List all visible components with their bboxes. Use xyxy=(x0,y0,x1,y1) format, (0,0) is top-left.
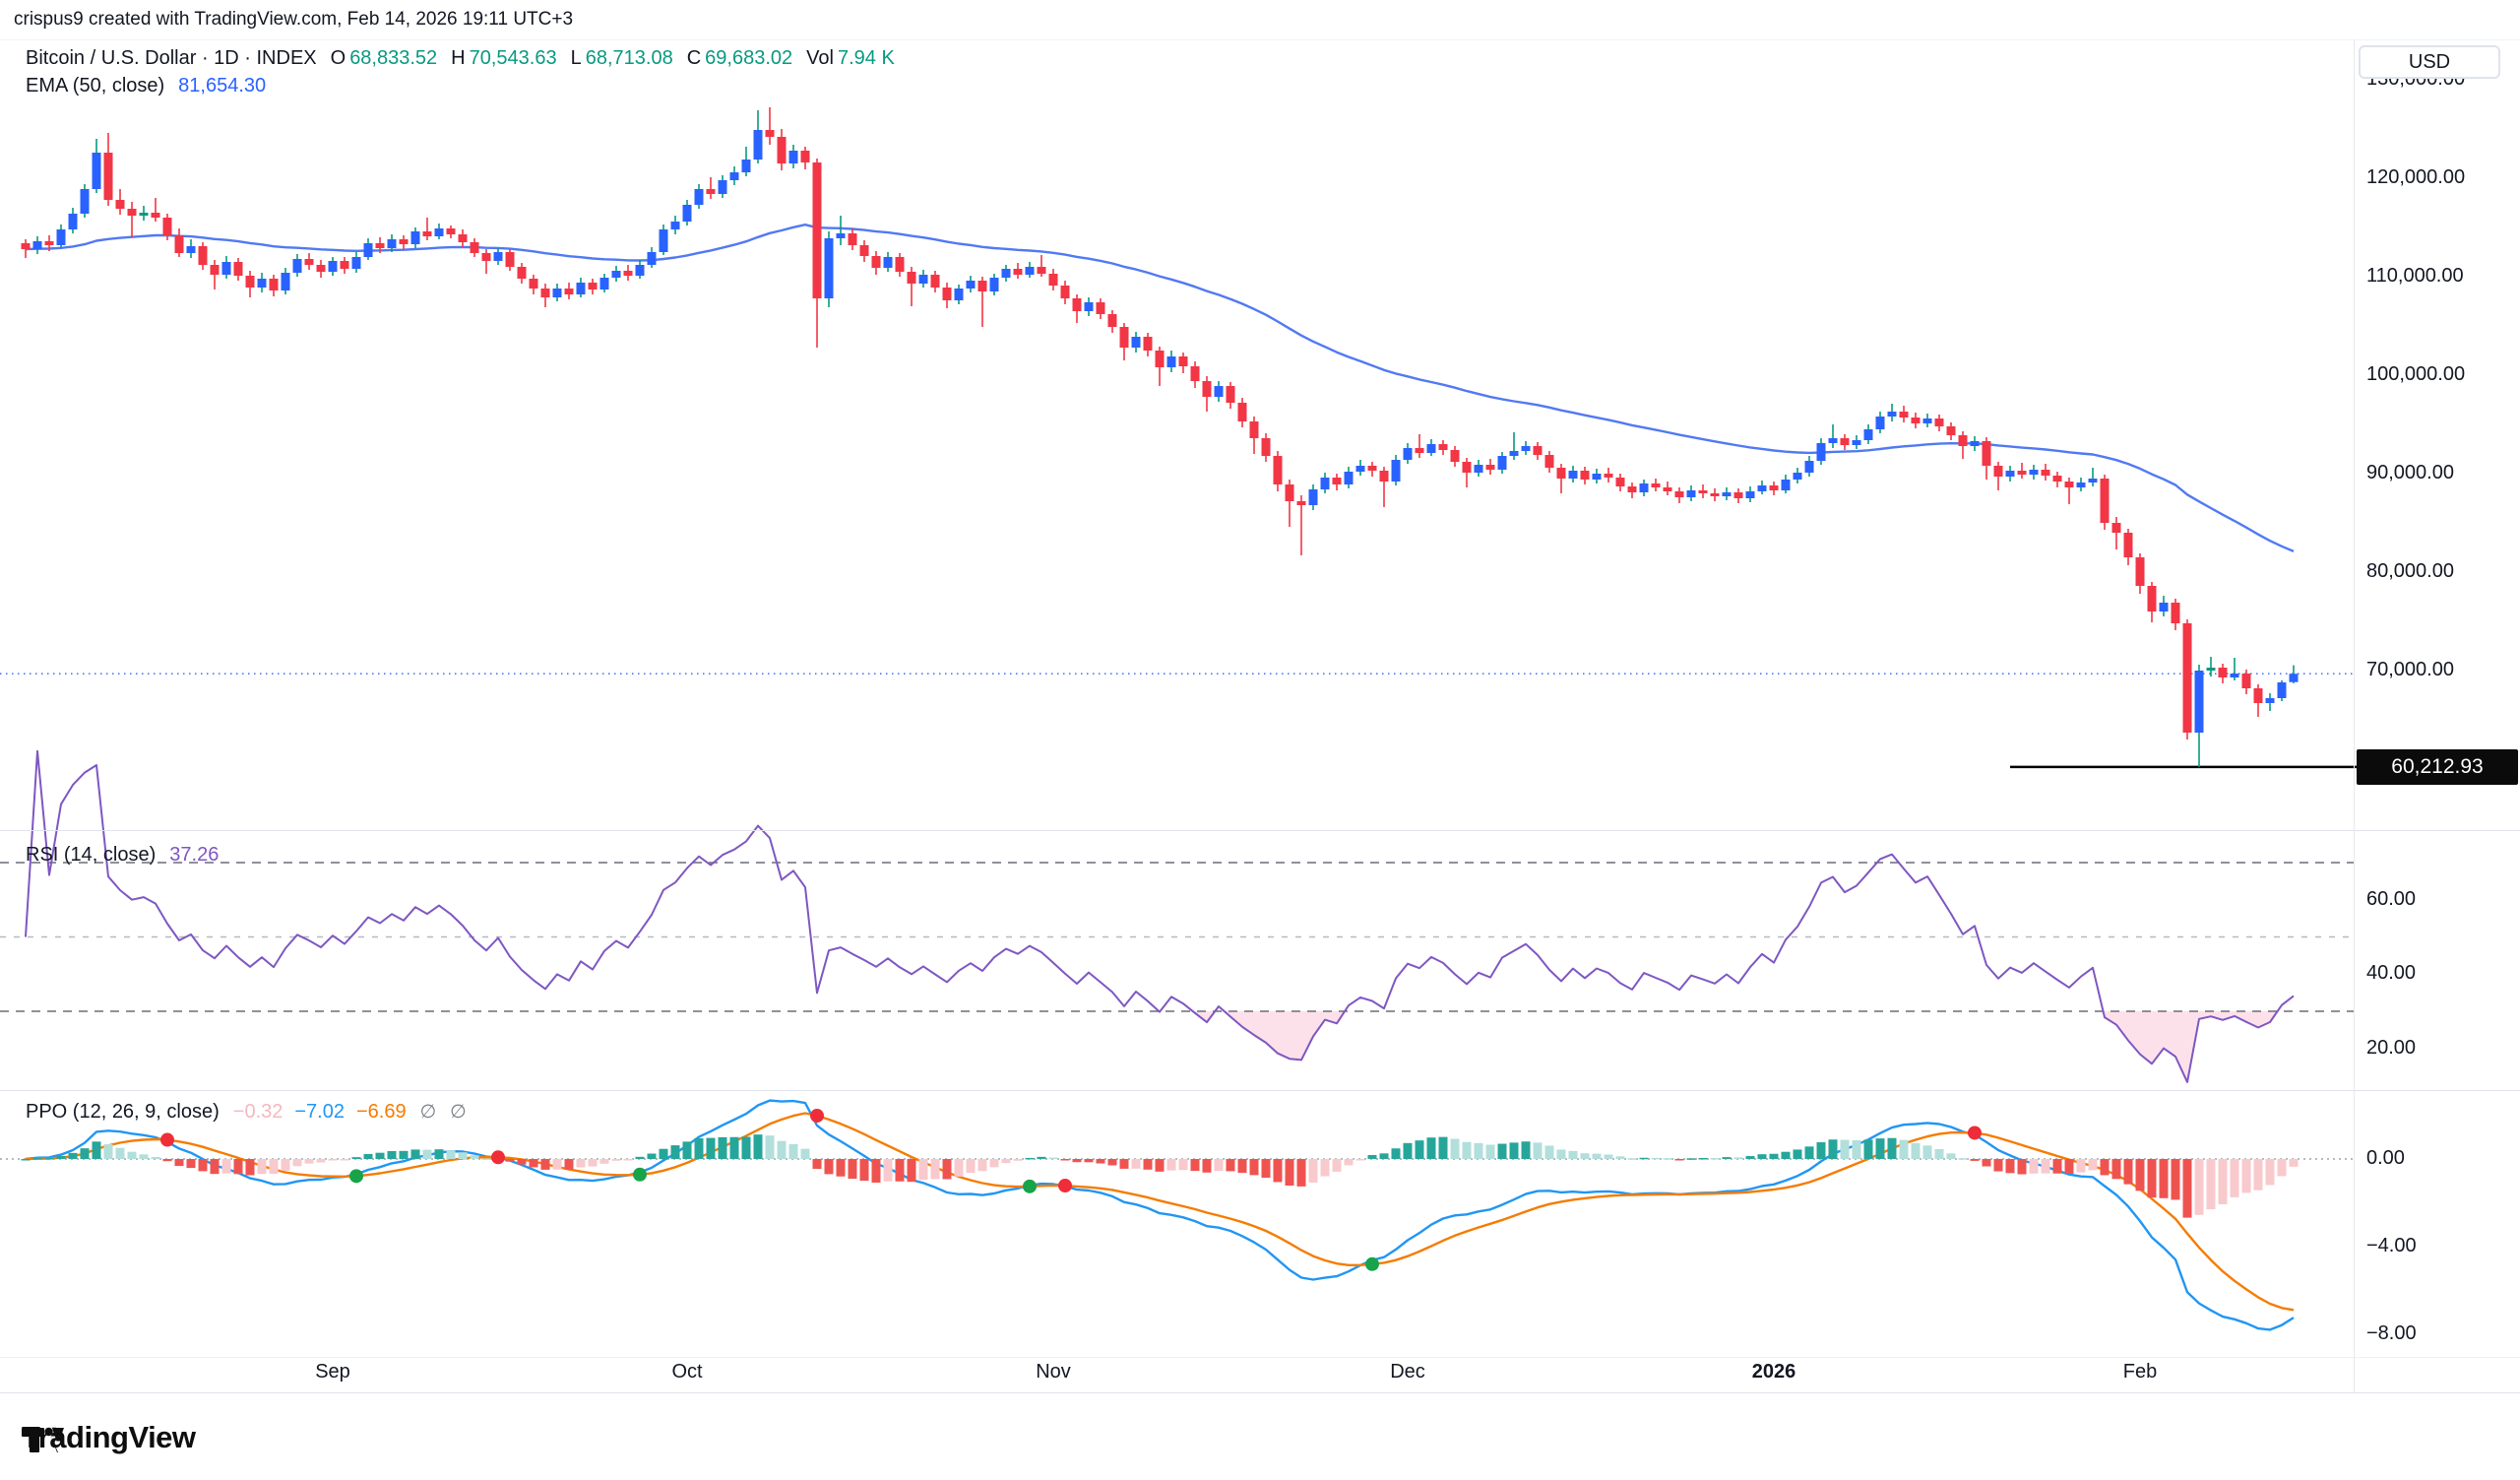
price-axis-separator xyxy=(2354,39,2355,1392)
ohlc-item: O 68,833.52 xyxy=(330,47,438,69)
empty-circle-icon: ∅ xyxy=(419,1102,437,1123)
tradingview-logo-text: TradingView xyxy=(22,1420,196,1454)
rsi-value: 37.26 xyxy=(169,844,220,866)
currency-toggle-button[interactable]: USD xyxy=(2359,45,2500,79)
ppo-cross-dots xyxy=(160,1109,1982,1271)
ppo-tick-label: −8.00 xyxy=(2366,1322,2417,1345)
empty-circle-icon: ∅ xyxy=(450,1102,467,1123)
pane-separator[interactable] xyxy=(0,830,2520,831)
ppo-values: −0.32 −7.02 −6.69 xyxy=(233,1101,407,1124)
tradingview-logo-icon xyxy=(22,1427,64,1452)
ema-value: 81,654.30 xyxy=(178,75,267,97)
rsi-label: RSI (14, close) xyxy=(26,844,157,866)
ppo-legend: PPO (12, 26, 9, close) −0.32 −7.02 −6.69 ∅… xyxy=(26,1101,467,1124)
rsi-pane xyxy=(0,749,2355,1083)
ppo-line xyxy=(25,1099,2295,1331)
bearish-cross-dot xyxy=(491,1150,505,1165)
price-tick-label: 80,000.00 xyxy=(2366,560,2454,582)
pane-separator xyxy=(0,1357,2520,1358)
pane-separator[interactable] xyxy=(0,1090,2520,1091)
candlestick-layer xyxy=(21,107,2299,767)
ema-line xyxy=(25,224,2295,553)
ppo-pane xyxy=(0,1099,2355,1331)
time-tick-label: Nov xyxy=(1036,1361,1071,1383)
ohlc-item: C 69,683.02 xyxy=(686,47,793,69)
rsi-oversold-fill xyxy=(2103,1011,2278,1082)
rsi-oversold-fill xyxy=(1192,1011,1216,1023)
rsi-line xyxy=(25,749,2295,1083)
price-tick-label: 100,000.00 xyxy=(2366,363,2466,385)
ppo-histogram xyxy=(21,1134,2299,1218)
time-tick-label: 2026 xyxy=(1751,1361,1796,1383)
rsi-oversold-fill xyxy=(1224,1011,1346,1061)
ohlc-values: O 68,833.52 H 70,543.63 L 68,713.08 C 69,683.02 xyxy=(331,47,793,70)
ohlc-item: H 70,543.63 xyxy=(451,47,557,69)
ppo-legend-value: −7.02 xyxy=(294,1101,345,1123)
bullish-cross-dot xyxy=(1023,1179,1037,1193)
bearish-cross-dot xyxy=(810,1109,824,1124)
rsi-legend: RSI (14, close) 37.26 xyxy=(26,844,219,867)
ppo-tick-label: 0.00 xyxy=(2366,1147,2405,1169)
price-tick-label: 120,000.00 xyxy=(2366,166,2466,188)
bullish-cross-dot xyxy=(633,1167,647,1182)
bullish-cross-dot xyxy=(1365,1256,1379,1271)
ema-label: EMA (50, close) xyxy=(26,75,165,97)
bearish-cross-dot xyxy=(1968,1126,1982,1140)
ppo-tick-label: −4.00 xyxy=(2366,1235,2417,1257)
symbol-title: Bitcoin / U.S. Dollar · 1D · INDEX xyxy=(26,47,317,69)
symbol-legend: Bitcoin / U.S. Dollar · 1D · INDEX O 68,8… xyxy=(26,47,895,70)
price-pane xyxy=(0,224,2368,769)
time-tick-label: Feb xyxy=(2122,1361,2158,1383)
ppo-label: PPO (12, 26, 9, close) xyxy=(26,1101,220,1123)
price-tick-label: 70,000.00 xyxy=(2366,659,2454,680)
price-tick-label: 90,000.00 xyxy=(2366,462,2454,483)
volume-value: Vol 7.94 K xyxy=(806,47,895,69)
bullish-cross-dot xyxy=(349,1169,363,1184)
drawn-line-price-label[interactable]: 60,212.93 xyxy=(2357,748,2518,785)
watermark-text: crispus9 created with TradingView.com, F… xyxy=(14,9,574,30)
ohlc-item: L 68,713.08 xyxy=(570,47,673,69)
time-axis-border xyxy=(0,1392,2520,1393)
bearish-cross-dot xyxy=(160,1132,174,1147)
ppo-legend-value: −6.69 xyxy=(355,1101,407,1123)
rsi-tick-label: 60.00 xyxy=(2366,887,2417,910)
watermark-bar: crispus9 created with TradingView.com, F… xyxy=(0,0,2520,40)
bearish-cross-dot xyxy=(1058,1179,1072,1193)
tradingview-logo[interactable]: TradingView xyxy=(22,1420,196,1455)
time-tick-label: Sep xyxy=(315,1361,350,1383)
ppo-signal-line xyxy=(25,1112,2295,1312)
rsi-tick-label: 20.00 xyxy=(2366,1036,2417,1059)
rsi-tick-label: 40.00 xyxy=(2366,962,2417,985)
time-tick-label: Dec xyxy=(1390,1361,1425,1383)
ppo-legend-value: −0.32 xyxy=(232,1101,284,1123)
price-tick-label: 110,000.00 xyxy=(2366,265,2464,287)
time-tick-label: Oct xyxy=(671,1361,703,1383)
ema-legend: EMA (50, close) 81,654.30 xyxy=(26,75,266,97)
